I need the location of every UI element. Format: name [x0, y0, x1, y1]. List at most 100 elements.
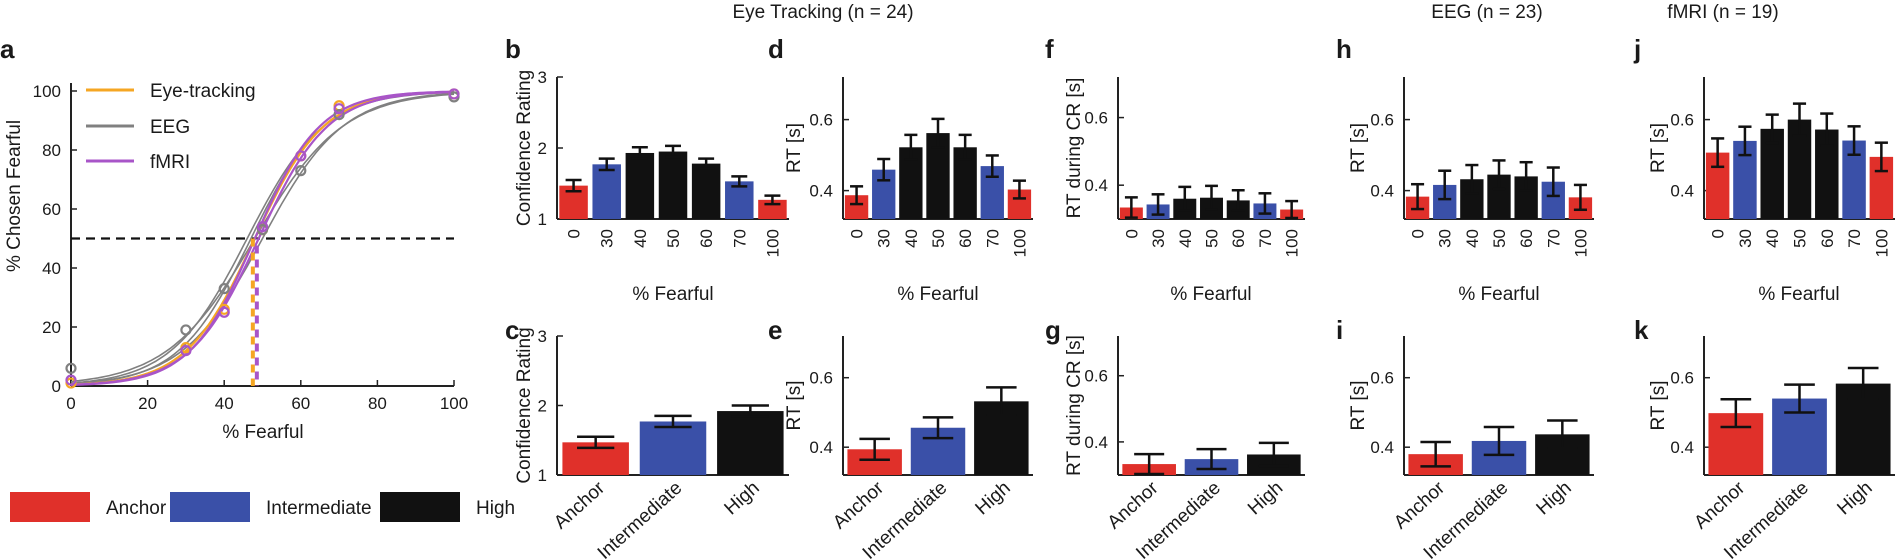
panel-a-ytick-label: 60	[42, 200, 61, 219]
panel-d-bar-high	[926, 133, 950, 219]
panel-b-bar-high	[691, 163, 721, 219]
panel-h-xtick-label: 100	[1571, 229, 1590, 257]
panel-a-ytick-label: 40	[42, 259, 61, 278]
panel-d-bar-high	[899, 147, 923, 219]
panel-b-xtick-label: 70	[730, 229, 749, 248]
panel-g-xtick-label: Anchor	[1104, 477, 1163, 533]
panel-f-xtick-label: 40	[1176, 229, 1195, 248]
panel-j-xtick-label: 70	[1845, 229, 1864, 248]
panel-a-point-eeg	[218, 283, 230, 295]
panel-h-xtick-label: 60	[1517, 229, 1536, 248]
panel-h-ylabel: RT [s]	[1348, 123, 1369, 173]
panel-f-xlabel: % Fearful	[1170, 284, 1251, 305]
panel-b-xtick-label: 50	[664, 229, 683, 248]
panel-d-xlabel: % Fearful	[897, 284, 978, 305]
panel-a-ytick-label: 80	[42, 141, 61, 160]
panel-a-point-eeg	[333, 108, 345, 121]
panel-d-letter: d	[768, 34, 784, 64]
panel-d-xtick-label: 40	[902, 229, 921, 248]
panel-k-ylabel: RT [s]	[1648, 381, 1669, 431]
panel-g-ylabel: RT during CR [s]	[1064, 335, 1085, 476]
panel-g-letter: g	[1045, 315, 1061, 345]
panel-b-bar-intermediate	[592, 164, 621, 219]
panel-f-xtick-label: 70	[1256, 229, 1275, 248]
legend-high-label: High	[476, 498, 515, 519]
panel-c-ytick-label: 2	[538, 397, 547, 416]
panel-b-ytick-label: 1	[538, 210, 547, 229]
panel-a-plot: 0 20 40 60 80 100 0 20 40 60 80 100	[33, 82, 469, 413]
panel-h-bar-high	[1487, 174, 1511, 219]
panel-a-xlabel: % Fearful	[222, 422, 303, 443]
panel-f-xtick-label: 30	[1149, 229, 1168, 248]
panel-h-xtick-label: 0	[1409, 229, 1428, 238]
panel-k-ytick-label: 0.6	[1670, 369, 1694, 388]
panel-d-bar-intermediate	[980, 166, 1004, 219]
panel-a: a % Chosen Fearful % Fearful 0 20 40 60 80 10…	[0, 34, 468, 443]
panel-d-xtick-label: 50	[929, 229, 948, 248]
panel-g-ytick-label: 0.4	[1084, 433, 1108, 452]
panel-j-xtick-label: 60	[1818, 229, 1837, 248]
header-eeg: EEG (n = 23)	[1431, 2, 1542, 23]
panel-d-ylabel: RT [s]	[784, 123, 805, 173]
panel-j-xtick-label: 0	[1709, 229, 1728, 238]
panel-j-xtick-label: 50	[1791, 229, 1810, 248]
panel-a-point-fmri	[256, 221, 269, 233]
panel-f-letter: f	[1045, 34, 1054, 64]
legend-eeg-label: EEG	[150, 117, 190, 138]
panel-c-ylabel: Confidence Rating	[514, 327, 535, 483]
panel-b-ylabel: Confidence Rating	[514, 70, 535, 226]
panel-j-bar-high	[1760, 128, 1784, 219]
panel-j-ylabel: RT [s]	[1648, 123, 1669, 173]
panel-k-ytick-label: 0.4	[1670, 438, 1694, 457]
panel-i-ytick-label: 0.6	[1370, 369, 1394, 388]
panel-a-xtick-label: 80	[368, 394, 387, 413]
panel-c-xtick-label: Intermediate	[594, 478, 687, 559]
panel-a-ytick-label: 20	[42, 318, 61, 337]
panel-a-point-fmri	[295, 150, 307, 162]
panel-f-xtick-label: 60	[1229, 229, 1248, 248]
panel-e-letter: e	[768, 315, 782, 345]
panel-b-ytick-label: 2	[538, 139, 547, 158]
panel-a-xtick-label: 100	[440, 394, 468, 413]
panel-e-ytick-label: 0.4	[809, 438, 833, 457]
legend-intermediate-label: Intermediate	[266, 498, 372, 519]
panel-a-point-fmri	[180, 345, 192, 357]
panel-f-xtick-label: 50	[1203, 229, 1222, 248]
panel-a-point-eeg	[295, 165, 307, 177]
panel-j-letter: j	[1633, 34, 1641, 64]
panel-f-ytick-label: 0.6	[1084, 109, 1108, 128]
panel-f-xtick-label: 0	[1122, 229, 1141, 238]
legend-fmri-label: fMRI	[150, 152, 190, 173]
panel-d-xtick-label: 30	[875, 229, 894, 248]
panel-b-xtick-label: 40	[631, 229, 650, 248]
panel-i-letter: i	[1336, 315, 1343, 345]
panel-g-ytick-label: 0.6	[1084, 367, 1108, 386]
legend-eye-tracking-label: Eye-tracking	[150, 81, 256, 102]
panel-b-xtick-label: 60	[697, 229, 716, 248]
panel-j-xtick-label: 100	[1872, 229, 1891, 257]
panel-c-xtick-label: Anchor	[550, 477, 609, 533]
panel-a-point-fmri	[333, 103, 345, 115]
panel-b-bar-intermediate	[725, 181, 754, 219]
panel-h-xtick-label: 30	[1436, 229, 1455, 248]
panel-j-xtick-label: 40	[1763, 229, 1782, 248]
panel-g-xtick-label: High	[1244, 478, 1287, 520]
panel-b-xtick-label: 0	[565, 229, 584, 238]
panel-d-xtick-label: 70	[983, 229, 1002, 248]
panel-h-bar-high	[1460, 179, 1484, 219]
panel-j-bar-high	[1787, 119, 1812, 219]
panel-j-xtick-label: 30	[1736, 229, 1755, 248]
panel-i-ylabel: RT [s]	[1348, 381, 1369, 431]
panel-e-ylabel: RT [s]	[784, 381, 805, 431]
panel-c-bar-high	[717, 411, 784, 475]
panel-f-ytick-label: 0.4	[1084, 176, 1108, 195]
panel-g: gRT during CR [s] 0.40.6AnchorIntermediat…	[1045, 315, 1305, 559]
panel-j-bar-anchor	[1705, 152, 1730, 219]
panel-d-bar-anchor	[1007, 189, 1032, 219]
panel-a-xtick-label: 0	[66, 394, 75, 413]
panel-e-xtick-label: High	[972, 478, 1015, 520]
